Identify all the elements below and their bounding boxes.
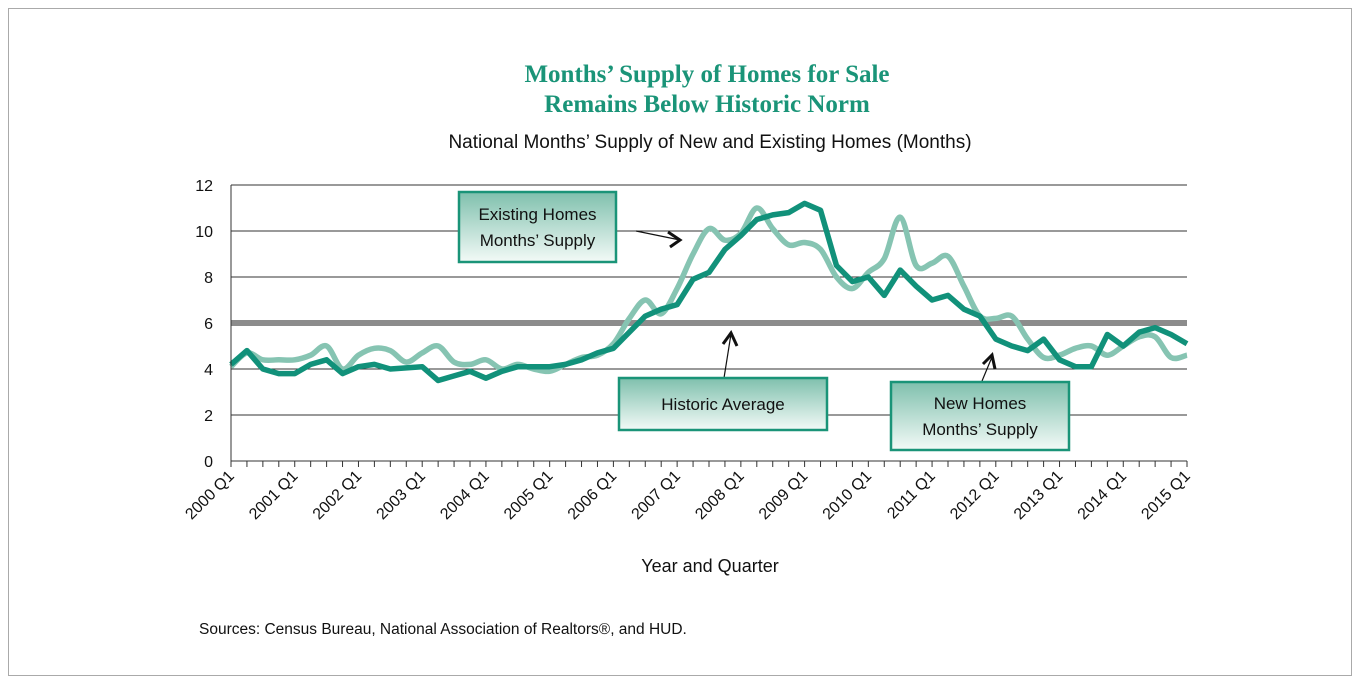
arrowhead-icon xyxy=(667,230,683,249)
arrow-icon xyxy=(635,230,681,241)
arrowhead-icon xyxy=(981,351,997,370)
chart-subtitle: National Months’ Supply of New and Exist… xyxy=(448,132,971,153)
historic-average-callout-text: Historic Average xyxy=(661,395,784,414)
y-tick-label: 0 xyxy=(204,454,213,471)
new-homes-line xyxy=(229,200,1189,384)
y-tick-label: 2 xyxy=(204,408,213,425)
y-tick-label: 4 xyxy=(204,362,213,379)
arrow-icon xyxy=(981,356,993,382)
y-tick-label: 6 xyxy=(204,316,213,333)
new-homes-callout-text: Months’ Supply xyxy=(922,420,1038,439)
y-tick-label: 10 xyxy=(195,224,213,241)
chart-title-line-2: Remains Below Historic Norm xyxy=(544,91,870,118)
historic-average-callout xyxy=(617,376,829,432)
y-tick-label: 8 xyxy=(204,270,213,287)
chart-title-line-1: Months’ Supply of Homes for Sale xyxy=(524,61,889,88)
new-homes-callout xyxy=(889,380,1071,452)
arrow-icon xyxy=(723,333,732,379)
existing-homes-callout-text: Existing Homes xyxy=(478,205,596,224)
source-note: Sources: Census Bureau, National Associa… xyxy=(199,621,687,638)
y-tick-label: 12 xyxy=(195,178,213,195)
existing-homes-callout-text: Months’ Supply xyxy=(480,231,596,250)
existing-homes-line xyxy=(229,205,1188,375)
arrowhead-icon xyxy=(721,330,739,347)
new-homes-callout-text: New Homes xyxy=(934,394,1027,413)
existing-homes-callout xyxy=(457,190,618,264)
x-axis-label: Year and Quarter xyxy=(641,556,778,576)
